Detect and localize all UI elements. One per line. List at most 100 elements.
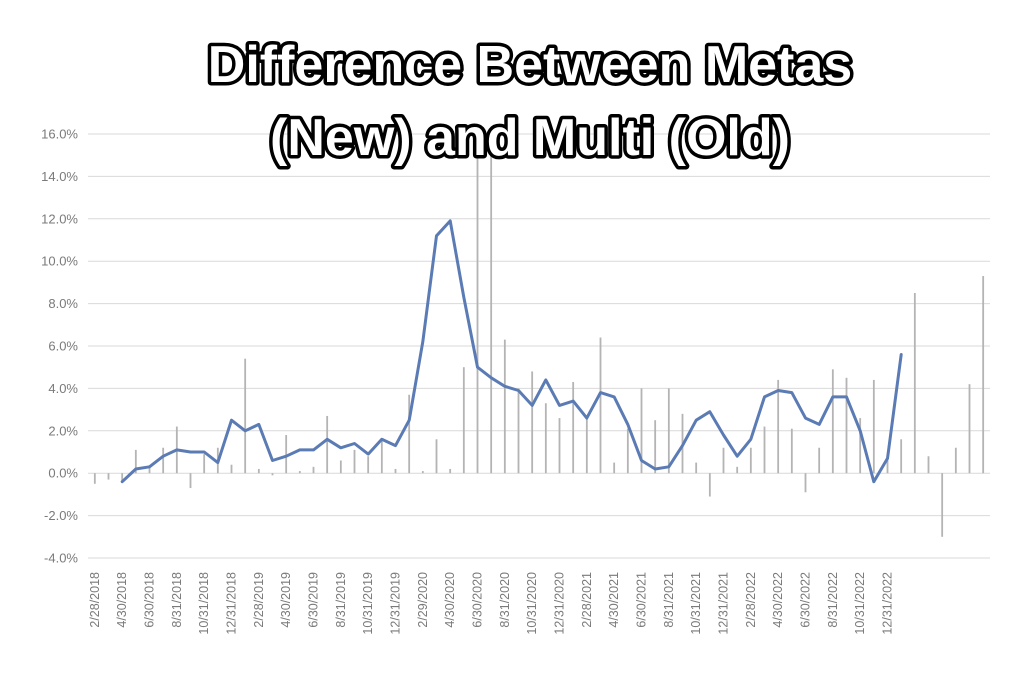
bar (435, 439, 438, 474)
x-axis-tick-labels: 2/28/2018 4/30/2018 6/30/2018 8/31/2018 10/3… (88, 572, 895, 635)
x-tick-label: 12/31/2022 (881, 572, 895, 635)
bar (312, 466, 315, 474)
y-tick-label: -4.0% (44, 551, 78, 566)
bar (380, 439, 383, 474)
bar (599, 337, 602, 474)
bar (421, 471, 424, 474)
bar (121, 473, 124, 482)
chart-title-line-1: Difference Between Metas (208, 36, 852, 94)
x-tick-label: 10/31/2019 (361, 572, 375, 635)
bar (503, 339, 506, 474)
y-tick-label: -2.0% (44, 508, 78, 523)
x-tick-label: 2/28/2019 (252, 572, 266, 628)
x-tick-label: 12/31/2018 (225, 572, 239, 635)
x-tick-label: 4/30/2021 (607, 572, 621, 628)
bar (818, 447, 821, 474)
bar (804, 473, 807, 493)
x-tick-label: 4/30/2019 (279, 572, 293, 628)
bar (736, 466, 739, 474)
bar (271, 473, 274, 476)
bar (203, 454, 206, 474)
bar (968, 384, 971, 474)
bar (722, 447, 725, 474)
bar (367, 456, 370, 474)
x-tick-label: 10/31/2018 (197, 572, 211, 635)
bar (886, 456, 889, 474)
x-tick-label: 6/30/2019 (307, 572, 321, 628)
y-tick-label: 8.0% (48, 296, 78, 311)
x-tick-label: 12/31/2021 (717, 572, 731, 635)
y-tick-label: 6.0% (48, 339, 78, 354)
x-tick-label: 10/31/2021 (689, 572, 703, 635)
line-series (120, 219, 903, 484)
bar (285, 435, 288, 474)
bar (162, 447, 165, 474)
bar (626, 428, 629, 474)
x-tick-label: 2/28/2021 (580, 572, 594, 628)
x-tick-label: 8/31/2020 (498, 572, 512, 628)
bar (449, 468, 452, 474)
bar (667, 388, 670, 474)
bar (134, 449, 137, 474)
bar (462, 367, 465, 474)
bar (708, 473, 711, 497)
bar (927, 456, 930, 474)
x-tick-label: 8/31/2018 (170, 572, 184, 628)
bar (913, 293, 916, 474)
x-tick-label: 4/30/2018 (115, 572, 129, 628)
bar (831, 369, 834, 474)
x-tick-label: 10/31/2020 (525, 572, 539, 635)
bar (749, 447, 752, 474)
bar (640, 388, 643, 474)
x-tick-label: 8/31/2019 (334, 572, 348, 628)
x-tick-label: 4/30/2020 (443, 572, 457, 628)
bar (189, 473, 192, 489)
bar (353, 449, 356, 474)
x-tick-label: 6/30/2022 (799, 572, 813, 628)
bar (763, 426, 766, 474)
y-tick-label: 14.0% (41, 169, 78, 184)
bar (954, 447, 957, 474)
x-tick-label: 8/31/2022 (826, 572, 840, 628)
bar (244, 358, 247, 474)
x-tick-label: 2/28/2018 (88, 572, 102, 628)
bar (859, 418, 862, 474)
bar (872, 379, 875, 474)
y-tick-label: 2.0% (48, 423, 78, 438)
y-tick-label: 10.0% (41, 254, 78, 269)
y-tick-label: 12.0% (41, 211, 78, 226)
x-tick-label: 4/30/2022 (771, 572, 785, 628)
bar (572, 382, 575, 474)
bar (982, 276, 985, 474)
bar (476, 144, 479, 474)
bar (326, 415, 329, 474)
x-tick-label: 12/31/2019 (389, 572, 403, 635)
bar (148, 466, 151, 474)
bar (531, 371, 534, 474)
x-tick-label: 6/30/2021 (635, 572, 649, 628)
x-tick-label: 2/28/2022 (744, 572, 758, 628)
y-gridlines (88, 133, 990, 559)
chart-title: Difference Between Metas (New) and Multi… (204, 33, 855, 171)
bar (339, 460, 342, 474)
bar (298, 471, 301, 474)
bar (900, 439, 903, 474)
bar (941, 473, 944, 537)
bar (517, 388, 520, 474)
bar (93, 473, 96, 484)
chart-title-line-2: (New) and Multi (Old) (270, 109, 790, 167)
bar (490, 150, 493, 474)
bar (107, 473, 110, 480)
bar (558, 418, 561, 474)
y-axis-tick-labels: -4.0% -2.0% 0.0% 2.0% 4.0% 6.0% 8.0% 10.0% 12.0%… (41, 127, 78, 566)
series-line (120, 219, 903, 484)
x-tick-label: 12/31/2020 (553, 572, 567, 635)
x-tick-label: 8/31/2021 (662, 572, 676, 628)
bar (613, 462, 616, 474)
x-tick-label: 2/29/2020 (416, 572, 430, 628)
bar (790, 428, 793, 474)
y-tick-label: 0.0% (48, 466, 78, 481)
bar (394, 468, 397, 474)
